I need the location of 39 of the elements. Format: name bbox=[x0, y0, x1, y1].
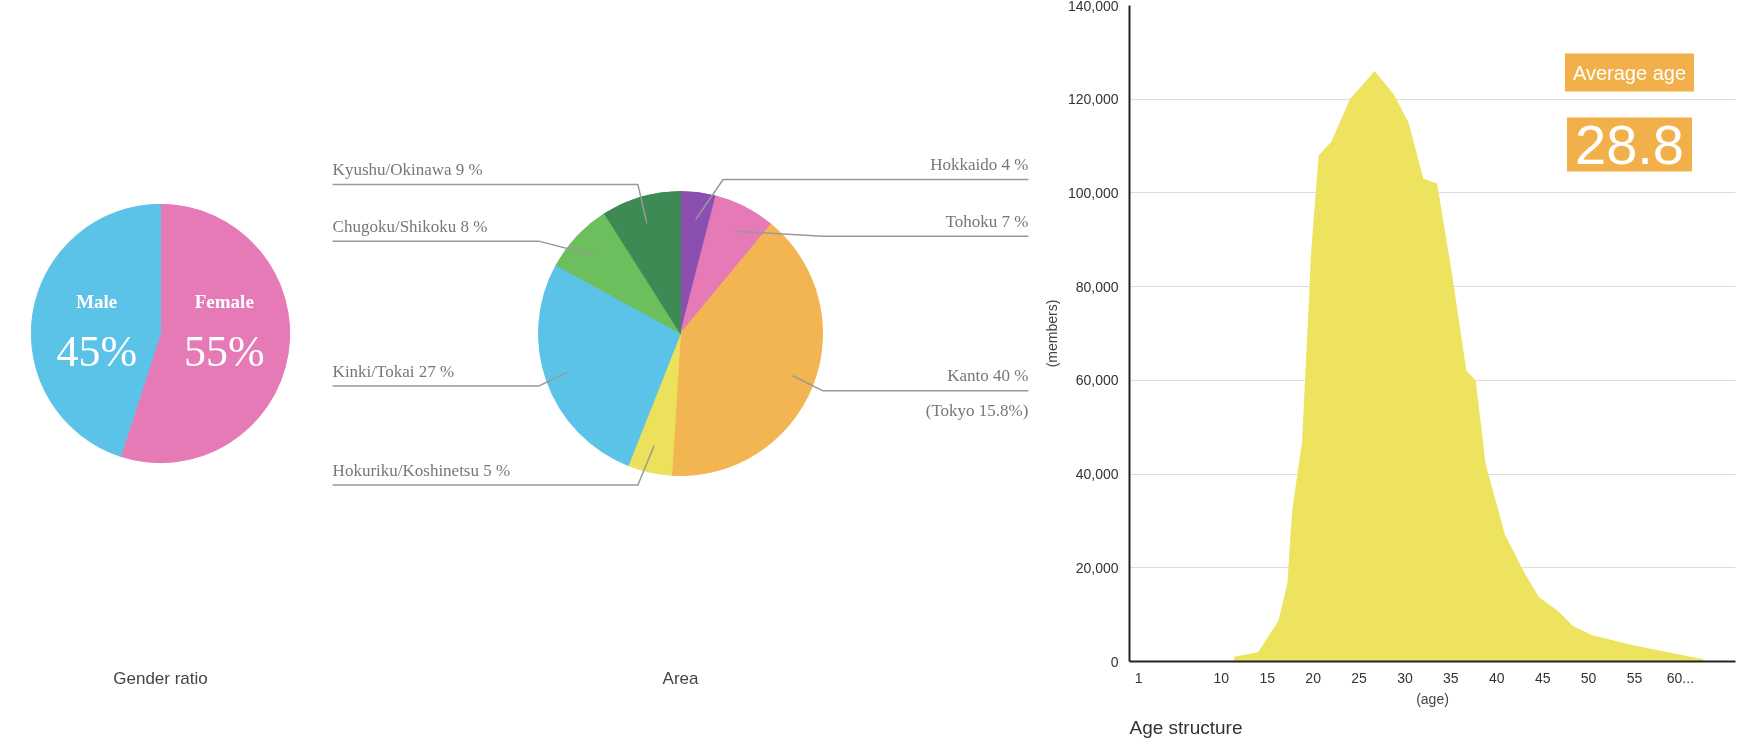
y-axis-title: (members) bbox=[1043, 299, 1060, 368]
slice-label: Hokkaido 4 % bbox=[930, 155, 1029, 175]
y-tick-label: 120,000 bbox=[1067, 91, 1119, 108]
x-tick-label: 10 bbox=[1213, 669, 1230, 686]
y-tick-label: 40,000 bbox=[1075, 466, 1119, 483]
slice-label: Kanto 40 % bbox=[947, 366, 1029, 386]
x-tick-label: 20 bbox=[1305, 669, 1322, 686]
x-tick-label: 50 bbox=[1580, 669, 1597, 686]
slice-label: Chugoku/Shikoku 8 % bbox=[332, 216, 488, 236]
x-tick-label: 60... bbox=[1666, 669, 1695, 686]
y-tick-label: 80,000 bbox=[1075, 278, 1119, 295]
slice-label: Male bbox=[76, 291, 118, 313]
text: Age structure bbox=[1129, 716, 1243, 738]
x-tick-label: 55 bbox=[1626, 669, 1643, 686]
x-tick-label: 40 bbox=[1488, 669, 1505, 686]
text: (Tokyo 15.8%) bbox=[925, 401, 1029, 421]
slice-label: Tohoku 7 % bbox=[945, 211, 1029, 231]
x-tick-label: 30 bbox=[1397, 669, 1413, 686]
slice-label: Kyushu/Okinawa 9 % bbox=[332, 160, 483, 180]
x-tick-label: 45 bbox=[1534, 669, 1551, 686]
x-tick-label: 1 bbox=[1134, 669, 1143, 686]
x-tick-label: 35 bbox=[1443, 669, 1459, 686]
slice-label: Female bbox=[194, 291, 254, 313]
x-tick-label: 25 bbox=[1351, 669, 1368, 686]
y-tick-label: 60,000 bbox=[1075, 372, 1119, 389]
y-tick-label: 0 bbox=[1110, 653, 1119, 670]
x-axis-title: (age) bbox=[1416, 690, 1449, 707]
x-tick-label: 15 bbox=[1259, 669, 1276, 686]
slice-label: Hokuriku/Koshinetsu 5 % bbox=[332, 460, 511, 480]
y-tick-label: 140,000 bbox=[1067, 0, 1119, 14]
slice-label: Kinki/Tokai 27 % bbox=[332, 361, 455, 381]
annotation: 28.8 bbox=[1575, 112, 1684, 176]
y-tick-label: 20,000 bbox=[1075, 559, 1119, 576]
annotation: Average age bbox=[1572, 61, 1687, 84]
y-tick-label: 100,000 bbox=[1067, 184, 1119, 201]
data-label: 45% bbox=[56, 327, 138, 377]
text: Area bbox=[662, 668, 699, 688]
data-label: 55% bbox=[183, 327, 265, 377]
text: Gender ratio bbox=[113, 668, 208, 688]
